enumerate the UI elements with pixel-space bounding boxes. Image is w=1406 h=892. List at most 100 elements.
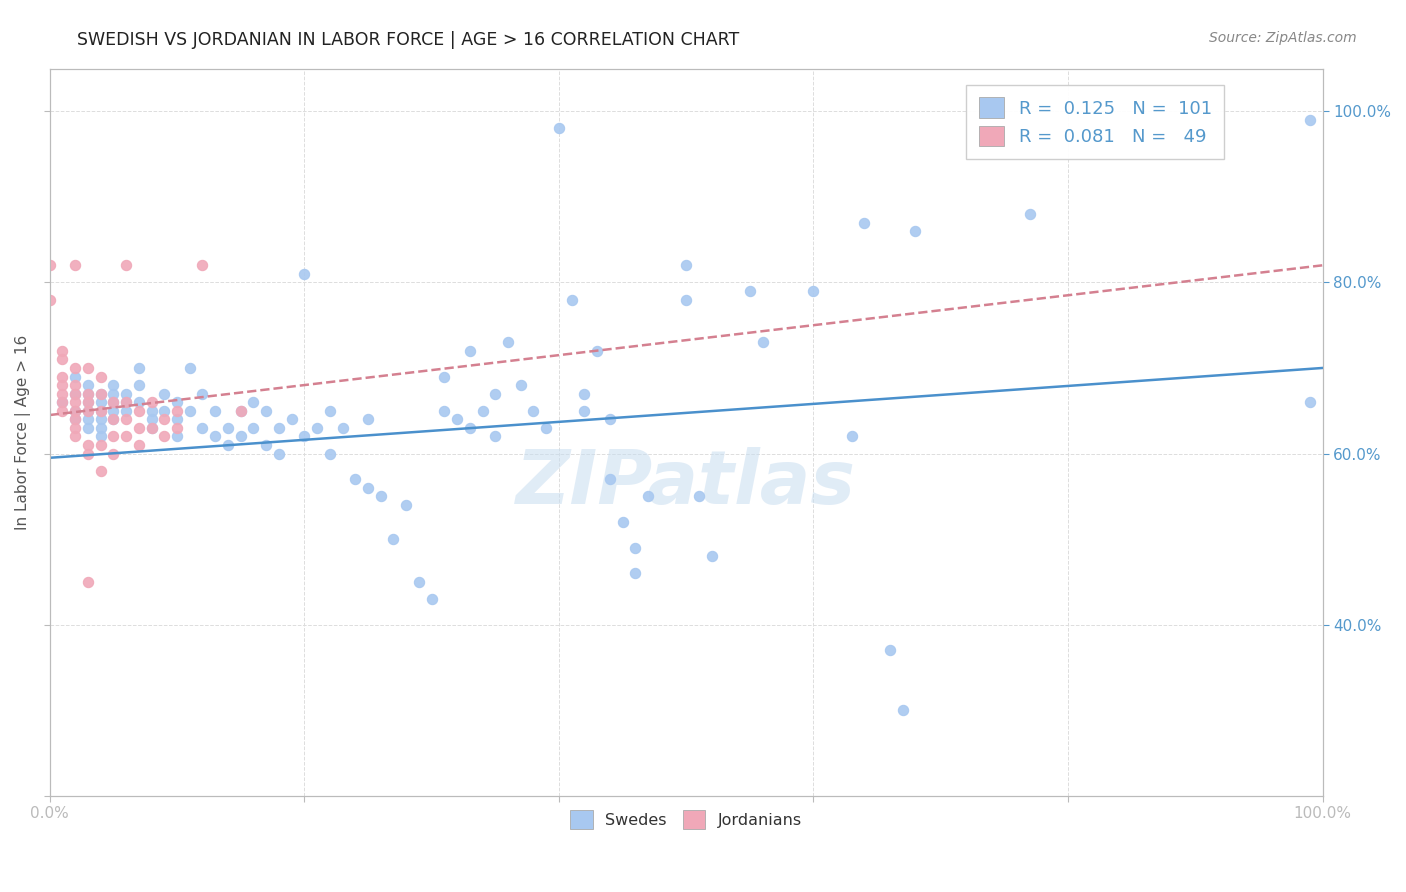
Point: [153, 429, 176, 443]
Point: [38, 258, 60, 272]
Point: [77, 395, 100, 409]
Point: [166, 395, 188, 409]
Point: [229, 403, 252, 417]
Text: SWEDISH VS JORDANIAN IN LABOR FORCE | AGE > 16 CORRELATION CHART: SWEDISH VS JORDANIAN IN LABOR FORCE | AG…: [77, 31, 740, 49]
Point: [90, 464, 112, 478]
Point: [103, 403, 125, 417]
Point: [166, 421, 188, 435]
Point: [344, 472, 367, 486]
Point: [879, 643, 901, 657]
Point: [1299, 395, 1322, 409]
Point: [738, 284, 761, 298]
Point: [446, 412, 468, 426]
Point: [509, 378, 531, 392]
Point: [624, 566, 647, 581]
Point: [103, 395, 125, 409]
Point: [90, 412, 112, 426]
Point: [688, 489, 710, 503]
Point: [599, 472, 621, 486]
Point: [77, 386, 100, 401]
Point: [90, 403, 112, 417]
Point: [612, 515, 634, 529]
Point: [103, 446, 125, 460]
Point: [675, 258, 697, 272]
Point: [63, 258, 86, 272]
Point: [63, 369, 86, 384]
Point: [471, 403, 494, 417]
Point: [115, 258, 138, 272]
Point: [319, 446, 342, 460]
Point: [292, 267, 315, 281]
Point: [841, 429, 863, 443]
Point: [153, 386, 176, 401]
Point: [191, 386, 214, 401]
Point: [191, 421, 214, 435]
Text: Source: ZipAtlas.com: Source: ZipAtlas.com: [1209, 31, 1357, 45]
Point: [115, 403, 138, 417]
Point: [700, 549, 723, 564]
Point: [357, 412, 380, 426]
Point: [51, 343, 73, 358]
Point: [63, 412, 86, 426]
Point: [128, 361, 150, 376]
Point: [63, 361, 86, 376]
Point: [153, 412, 176, 426]
Point: [115, 395, 138, 409]
Point: [191, 258, 214, 272]
Point: [63, 386, 86, 401]
Point: [90, 386, 112, 401]
Point: [292, 429, 315, 443]
Point: [1299, 112, 1322, 127]
Point: [305, 421, 328, 435]
Point: [166, 403, 188, 417]
Point: [103, 412, 125, 426]
Point: [77, 378, 100, 392]
Point: [51, 386, 73, 401]
Point: [63, 421, 86, 435]
Point: [103, 412, 125, 426]
Point: [51, 395, 73, 409]
Point: [77, 412, 100, 426]
Point: [51, 395, 73, 409]
Point: [115, 386, 138, 401]
Point: [63, 403, 86, 417]
Point: [141, 403, 163, 417]
Point: [77, 395, 100, 409]
Point: [204, 403, 226, 417]
Point: [458, 421, 481, 435]
Point: [128, 421, 150, 435]
Point: [574, 403, 596, 417]
Point: [115, 429, 138, 443]
Point: [51, 378, 73, 392]
Point: [77, 574, 100, 589]
Point: [547, 121, 569, 136]
Point: [891, 703, 914, 717]
Point: [77, 361, 100, 376]
Point: [77, 403, 100, 417]
Point: [63, 395, 86, 409]
Point: [458, 343, 481, 358]
Point: [77, 403, 100, 417]
Point: [574, 386, 596, 401]
Point: [166, 429, 188, 443]
Point: [103, 386, 125, 401]
Point: [63, 412, 86, 426]
Point: [90, 429, 112, 443]
Point: [204, 429, 226, 443]
Point: [332, 421, 354, 435]
Point: [420, 591, 443, 606]
Point: [90, 403, 112, 417]
Point: [229, 403, 252, 417]
Point: [77, 421, 100, 435]
Point: [267, 446, 290, 460]
Point: [153, 403, 176, 417]
Point: [242, 421, 264, 435]
Point: [63, 429, 86, 443]
Point: [280, 412, 302, 426]
Point: [637, 489, 659, 503]
Point: [217, 438, 239, 452]
Point: [141, 421, 163, 435]
Point: [561, 293, 583, 307]
Point: [522, 403, 544, 417]
Point: [128, 395, 150, 409]
